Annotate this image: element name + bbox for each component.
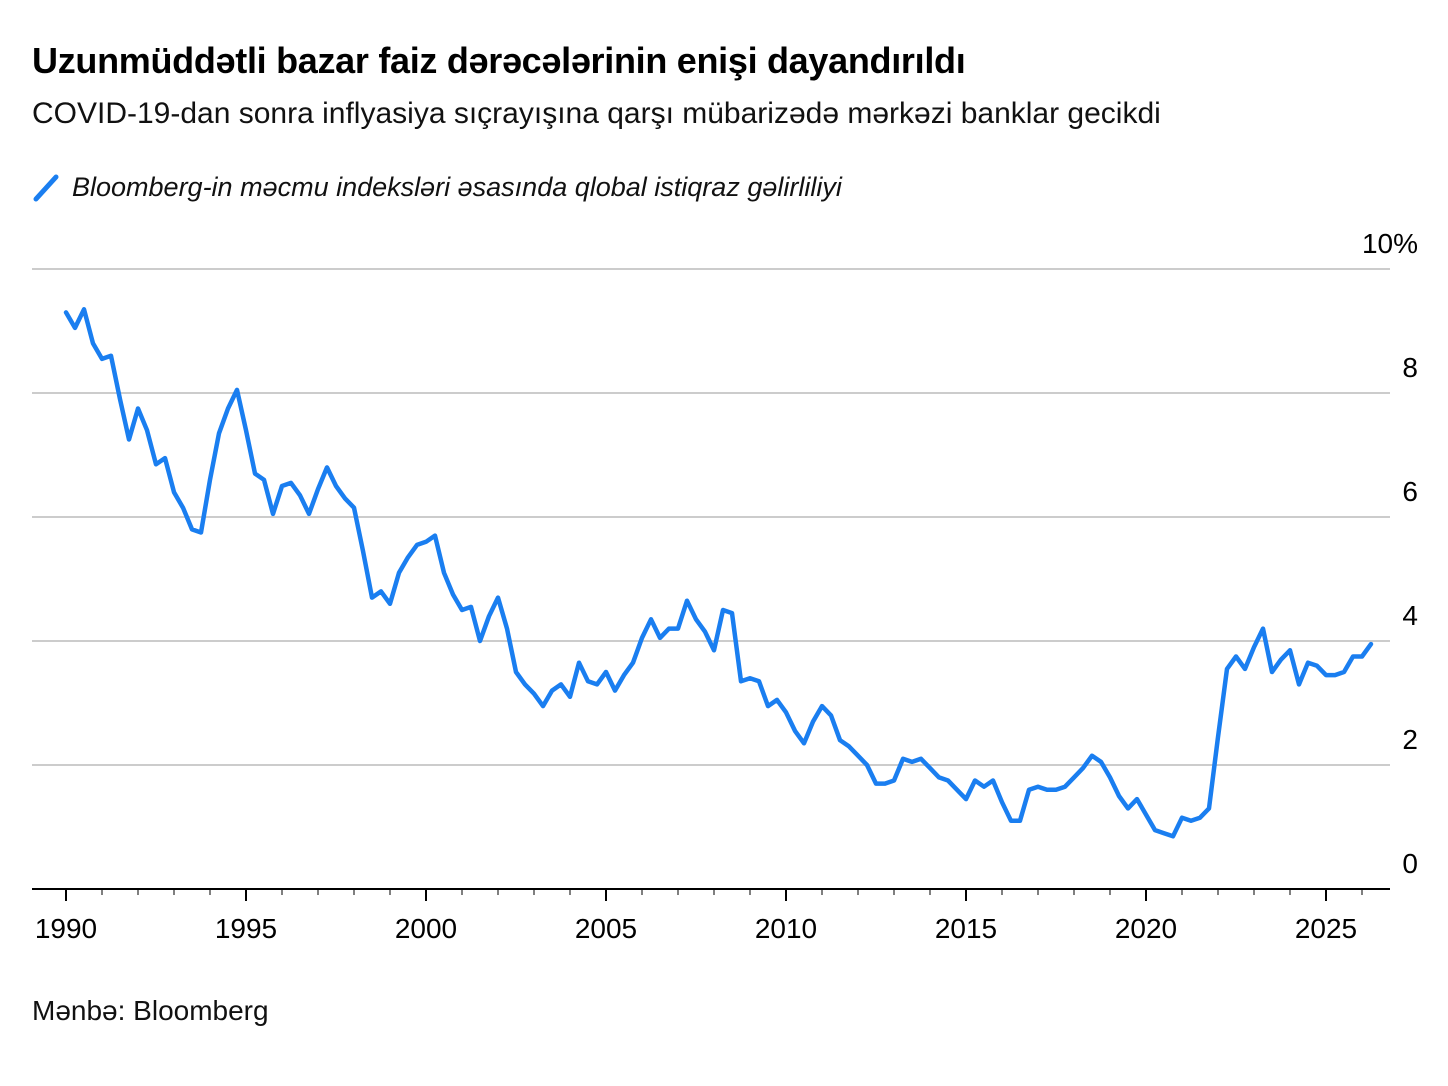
chart-title: Uzunmüddətli bazar faiz dərəcələrinin en… <box>32 40 966 81</box>
x-tick-label: 2015 <box>935 913 997 944</box>
y-tick-label: 6 <box>1402 476 1418 507</box>
x-tick-label: 2025 <box>1295 913 1357 944</box>
legend: Bloomberg-in məcmu indeksləri əsasında q… <box>32 172 842 203</box>
y-axis-ticks: 0 2 4 6 8 10% <box>1362 228 1418 879</box>
x-tick-label: 1995 <box>215 913 277 944</box>
series-layer <box>63 307 1374 839</box>
legend-line-icon <box>33 174 59 201</box>
x-tick-label: 2000 <box>395 913 457 944</box>
y-tick-label: 0 <box>1402 848 1418 879</box>
x-tick-label: 1990 <box>35 913 97 944</box>
chart-subtitle: COVID-19-dan sonra inflyasiya sıçrayışın… <box>32 97 1161 130</box>
x-tick-label: 2020 <box>1115 913 1177 944</box>
x-axis: 1990 1995 2000 2005 2010 2015 2020 2025 <box>32 888 1390 944</box>
source-note: Mənbə: Bloomberg <box>32 995 269 1026</box>
y-tick-label: 8 <box>1402 352 1418 383</box>
y-tick-label: 2 <box>1402 724 1418 755</box>
x-tick-label: 2005 <box>575 913 637 944</box>
x-tick-label: 2010 <box>755 913 817 944</box>
series-line-bond-yield <box>63 307 1374 839</box>
legend-label: Bloomberg-in məcmu indeksləri əsasında q… <box>72 172 842 202</box>
gridlines <box>32 268 1390 766</box>
y-tick-label: 10% <box>1362 228 1418 259</box>
y-tick-label: 4 <box>1402 600 1418 631</box>
